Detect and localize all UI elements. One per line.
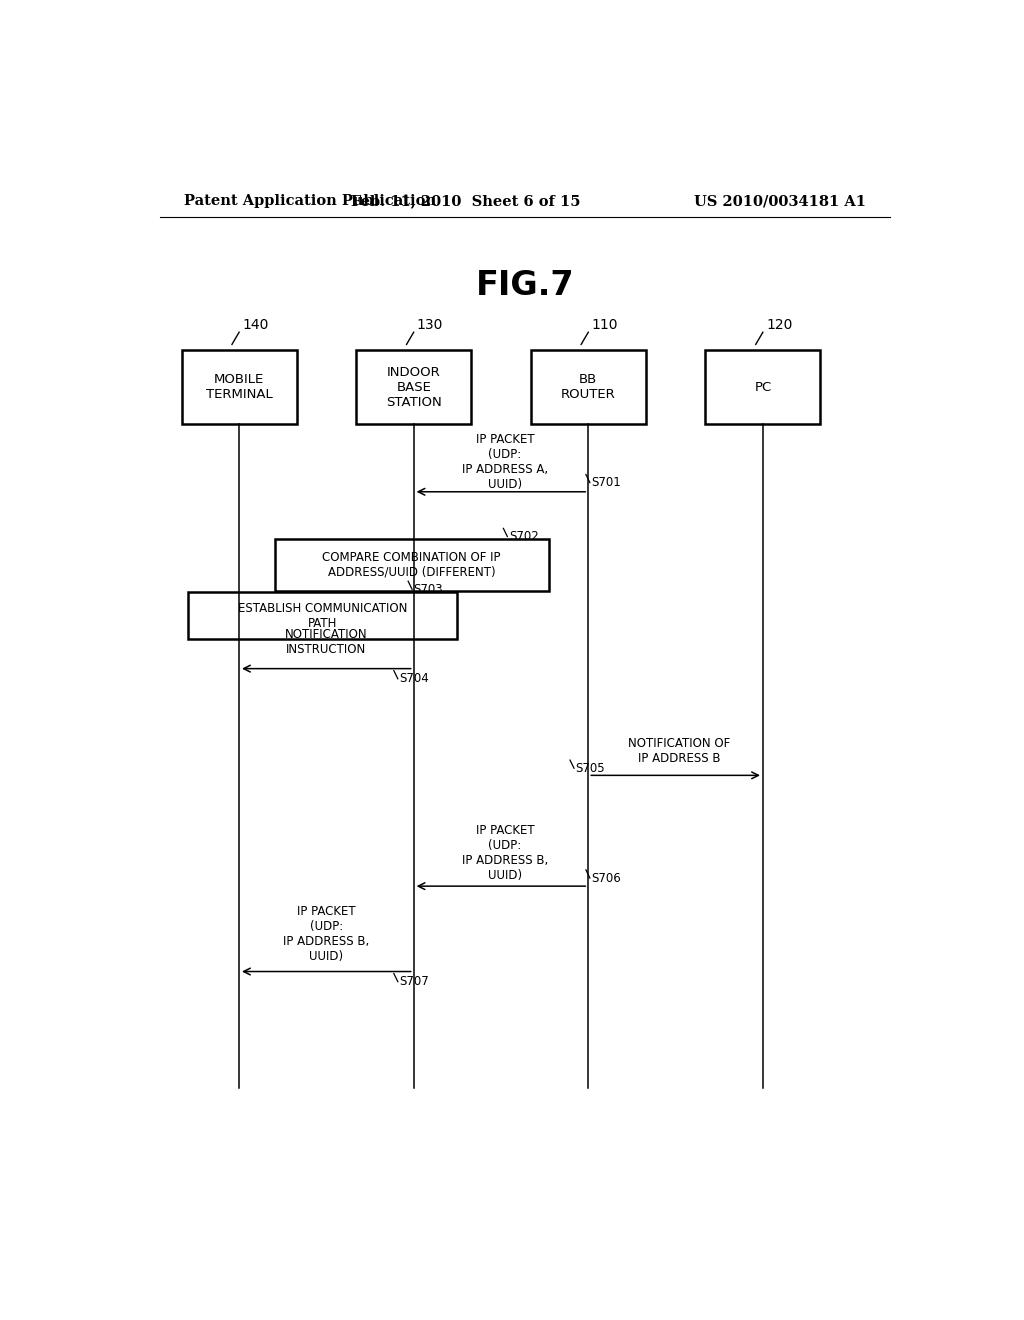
Bar — [706, 351, 820, 424]
Text: S707: S707 — [399, 975, 429, 989]
Text: BB
ROUTER: BB ROUTER — [561, 374, 615, 401]
Text: COMPARE COMBINATION OF IP
ADDRESS/UUID (DIFFERENT): COMPARE COMBINATION OF IP ADDRESS/UUID (… — [323, 550, 501, 579]
Text: 110: 110 — [592, 318, 617, 333]
Bar — [530, 351, 646, 424]
Text: 140: 140 — [243, 318, 268, 333]
Text: FIG.7: FIG.7 — [475, 269, 574, 302]
Text: S702: S702 — [509, 531, 539, 543]
Text: Patent Application Publication: Patent Application Publication — [183, 194, 435, 209]
Text: S701: S701 — [592, 477, 622, 490]
Text: 130: 130 — [417, 318, 443, 333]
Text: MOBILE
TERMINAL: MOBILE TERMINAL — [206, 374, 272, 401]
Bar — [274, 539, 549, 591]
Text: US 2010/0034181 A1: US 2010/0034181 A1 — [694, 194, 866, 209]
Text: 120: 120 — [766, 318, 793, 333]
Bar — [181, 351, 297, 424]
Text: NOTIFICATION
INSTRUCTION: NOTIFICATION INSTRUCTION — [285, 628, 368, 656]
Text: PC: PC — [755, 380, 771, 393]
Text: IP PACKET
(UDP:
IP ADDRESS A,
UUID): IP PACKET (UDP: IP ADDRESS A, UUID) — [462, 433, 548, 491]
Text: NOTIFICATION OF
IP ADDRESS B: NOTIFICATION OF IP ADDRESS B — [629, 737, 731, 766]
Bar — [187, 593, 458, 639]
Text: S706: S706 — [592, 871, 622, 884]
Text: S705: S705 — [575, 762, 605, 775]
Text: S703: S703 — [414, 583, 443, 595]
Text: ESTABLISH COMMUNICATION
PATH: ESTABLISH COMMUNICATION PATH — [238, 602, 408, 630]
Bar — [356, 351, 471, 424]
Text: IP PACKET
(UDP:
IP ADDRESS B,
UUID): IP PACKET (UDP: IP ADDRESS B, UUID) — [462, 824, 548, 882]
Text: INDOOR
BASE
STATION: INDOOR BASE STATION — [386, 366, 441, 409]
Text: IP PACKET
(UDP:
IP ADDRESS B,
UUID): IP PACKET (UDP: IP ADDRESS B, UUID) — [284, 906, 370, 964]
Text: Feb. 11, 2010  Sheet 6 of 15: Feb. 11, 2010 Sheet 6 of 15 — [350, 194, 580, 209]
Text: S704: S704 — [399, 672, 429, 685]
